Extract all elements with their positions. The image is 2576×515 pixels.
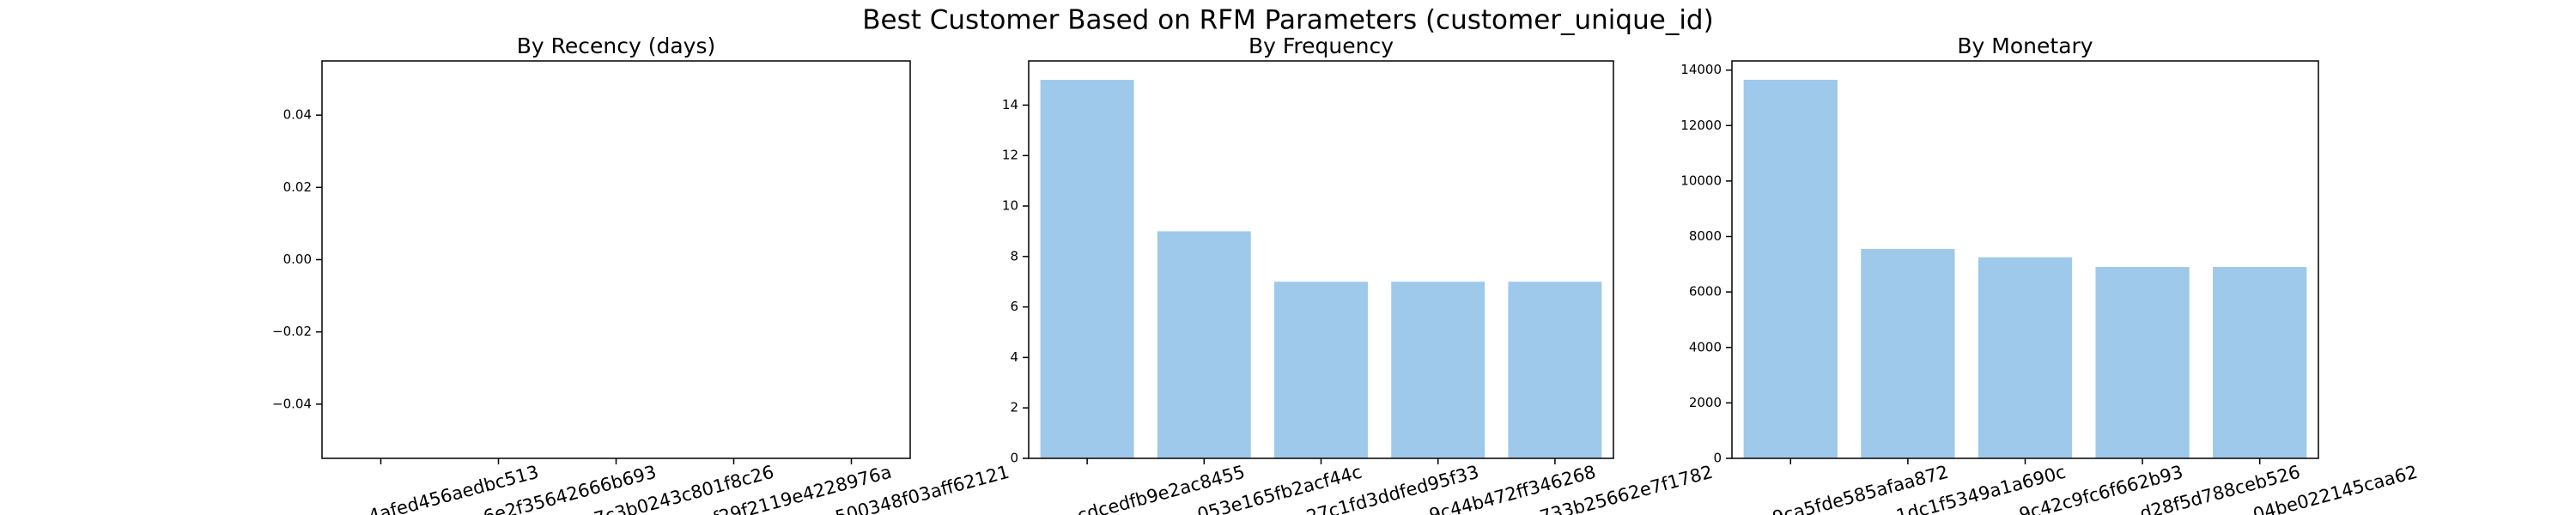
y-tick-label: 0.04 (283, 107, 312, 123)
y-tick-label: 8 (1010, 248, 1018, 264)
bar (1391, 282, 1485, 458)
axes-frame (1028, 60, 1614, 459)
figure-title: Best Customer Based on RFM Parameters (c… (862, 5, 1713, 36)
y-tick-label: 10000 (1680, 173, 1722, 188)
bar (1743, 79, 1838, 458)
y-tick-label: 0 (1010, 451, 1018, 466)
y-tick-label: 0.00 (283, 251, 312, 267)
bar (1508, 282, 1602, 458)
y-tick-label: 10 (1002, 198, 1018, 214)
bar (1861, 249, 1955, 458)
y-tick-label: 14 (1002, 97, 1018, 112)
y-tick-label: −0.02 (272, 324, 312, 339)
y-tick-label: 0.02 (283, 179, 312, 195)
y-tick-label: 4000 (1689, 339, 1722, 354)
y-tick-label: 2 (1010, 400, 1018, 415)
axes-frame (1731, 60, 2319, 459)
bar (1040, 80, 1134, 459)
bar (2095, 267, 2190, 458)
y-tick-label: 2000 (1689, 395, 1722, 410)
y-tick-label: 4 (1010, 349, 1018, 365)
subplot-title: By Monetary (1957, 33, 2093, 58)
bar (1157, 231, 1251, 458)
y-tick-label: −0.04 (272, 396, 312, 411)
y-tick-label: 12000 (1680, 118, 1722, 133)
subplot-title: By Frequency (1249, 33, 1394, 58)
bar (1274, 282, 1368, 458)
bar (1978, 257, 2073, 458)
y-tick-label: 0 (1713, 451, 1722, 466)
bar (2213, 267, 2307, 458)
y-tick-label: 6000 (1689, 284, 1722, 300)
subplot-title: By Recency (days) (517, 33, 716, 58)
y-tick-label: 12 (1002, 148, 1018, 163)
y-tick-label: 14000 (1680, 62, 1722, 77)
y-tick-label: 6 (1010, 299, 1018, 314)
axes-frame (321, 60, 911, 459)
y-tick-label: 8000 (1689, 228, 1722, 244)
